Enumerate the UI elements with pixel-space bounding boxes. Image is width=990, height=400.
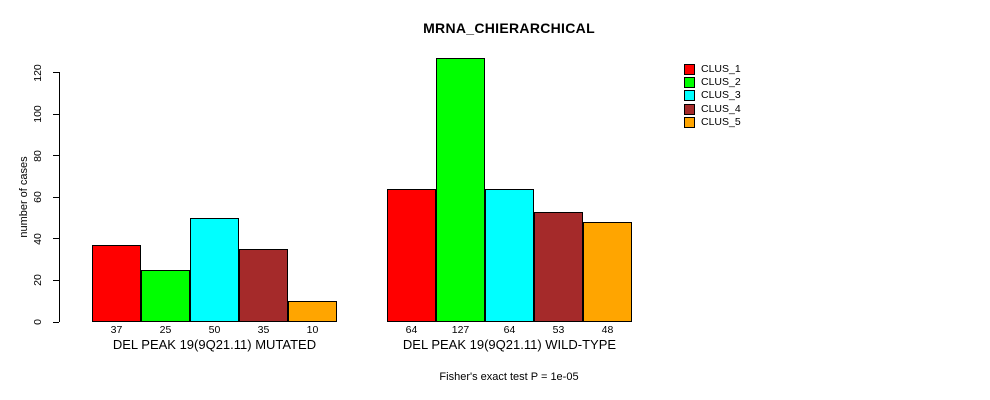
legend-label: CLUS_5 (701, 115, 741, 128)
y-tick-mark (53, 155, 59, 157)
bar-clus_1 (92, 245, 141, 322)
bar-clus_5 (583, 222, 632, 322)
bar-value-label: 64 (503, 324, 516, 336)
legend-item-clus_3: CLUS_3 (684, 89, 741, 102)
legend-label: CLUS_1 (701, 63, 741, 75)
bar-clus_2 (141, 270, 190, 322)
y-tick-label: 40 (32, 232, 44, 245)
bar-clus_2 (436, 57, 485, 322)
group-label: DEL PEAK 19(9Q21.11) WILD-TYPE (402, 337, 617, 352)
bar-clus_5 (288, 301, 337, 322)
legend-item-clus_5: CLUS_5 (684, 116, 741, 129)
y-tick-mark (53, 72, 59, 73)
bar-value-label: 35 (257, 324, 270, 336)
legend-label: CLUS_4 (701, 102, 741, 115)
y-tick-label: 20 (32, 274, 44, 287)
bar-value-label: 37 (110, 324, 123, 336)
legend: CLUS_1 CLUS_2 CLUS_3 CLUS_4 CLUS_5 (684, 63, 741, 129)
bar-clus_3 (190, 218, 239, 322)
bar-value-label: 53 (552, 324, 565, 336)
bar-value-label: 50 (208, 324, 221, 336)
legend-label: CLUS_3 (701, 89, 741, 102)
y-tick-mark (53, 113, 59, 115)
legend-item-clus_4: CLUS_4 (684, 103, 741, 116)
y-tick-mark (53, 321, 59, 323)
legend-swatch-clus_2 (684, 77, 695, 89)
legend-swatch-clus_1 (684, 64, 695, 75)
legend-item-clus_1: CLUS_1 (684, 63, 741, 76)
bar-value-label: 64 (405, 324, 418, 336)
fisher-test-annotation: Fisher's exact test P = 1e-05 (439, 371, 579, 383)
bar-value-label: 25 (159, 324, 172, 336)
y-tick-label: 80 (32, 149, 44, 162)
legend-swatch-clus_3 (684, 90, 695, 102)
bar-value-label: 127 (451, 324, 470, 336)
bar-clus_4 (534, 211, 583, 322)
legend-swatch-clus_4 (684, 103, 695, 115)
bar-value-label: 48 (601, 324, 614, 336)
bar-clus_3 (485, 188, 534, 322)
y-axis (59, 72, 60, 322)
chart-title: MRNA_CHIERARCHICAL (423, 20, 595, 36)
y-tick-mark (53, 196, 59, 198)
y-tick-mark (53, 238, 59, 240)
legend-item-clus_2: CLUS_2 (684, 76, 741, 89)
bar-value-label: 10 (306, 324, 319, 336)
y-tick-mark (53, 279, 59, 281)
bar-clus_1 (387, 188, 436, 322)
y-tick-label: 100 (32, 105, 44, 123)
legend-label: CLUS_2 (701, 76, 741, 89)
y-tick-label: 0 (32, 319, 44, 325)
y-tick-label: 60 (32, 191, 44, 204)
y-axis-label: number of cases (18, 156, 30, 238)
y-tick-label: 120 (32, 63, 44, 82)
bar-clus_4 (239, 249, 288, 322)
legend-swatch-clus_5 (684, 116, 695, 128)
group-label: DEL PEAK 19(9Q21.11) MUTATED (112, 337, 317, 352)
